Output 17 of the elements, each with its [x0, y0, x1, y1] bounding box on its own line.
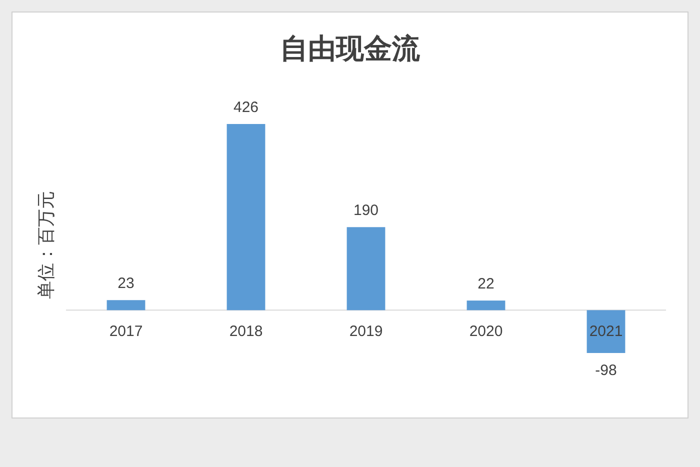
bar [466, 300, 506, 310]
y-axis-title: 单位：百万元 [36, 191, 56, 299]
bar [346, 227, 386, 310]
x-tick-label: 2018 [229, 323, 263, 340]
data-label: 190 [353, 202, 379, 220]
x-tick-label: 2021 [589, 323, 623, 340]
data-label: 23 [118, 275, 134, 292]
bar [586, 310, 626, 353]
bar [226, 124, 266, 310]
x-tick-label: 2020 [469, 323, 503, 340]
x-tick-label: 2017 [109, 323, 143, 340]
data-label: -98 [595, 362, 617, 379]
data-label: 426 [233, 99, 259, 116]
x-tick-label: 2019 [349, 323, 383, 340]
chart-title: 自由现金流 [280, 33, 421, 64]
data-label: 22 [478, 276, 494, 293]
bar [106, 300, 146, 310]
